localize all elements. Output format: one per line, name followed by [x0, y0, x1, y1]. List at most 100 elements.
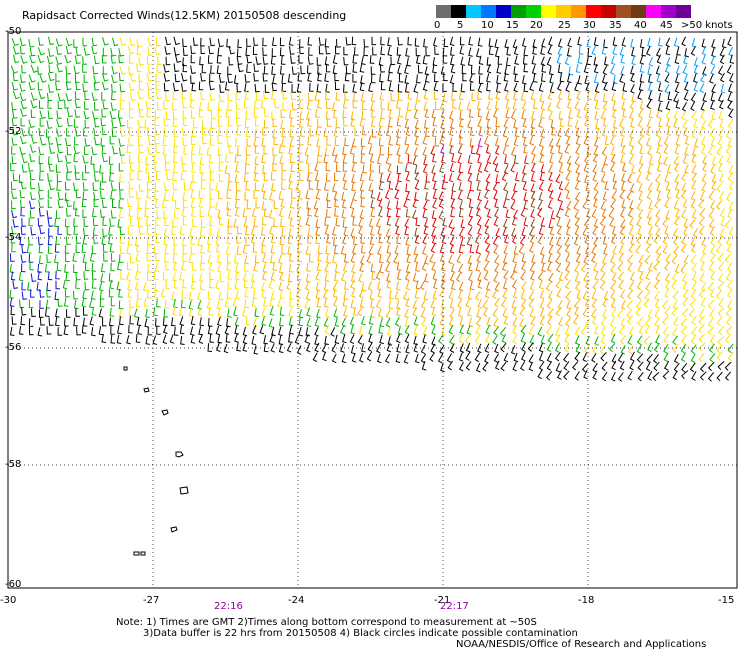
wind-barb: [519, 318, 524, 328]
wind-barb: [135, 252, 141, 262]
wind-barb: [690, 46, 696, 56]
wind-barb: [499, 326, 506, 337]
wind-barb: [386, 234, 391, 245]
wind-barb: [405, 264, 411, 274]
wind-barb: [610, 162, 616, 173]
wind-barb: [485, 324, 490, 335]
wind-barb: [494, 145, 500, 156]
wind-barb: [179, 316, 184, 326]
wind-barb: [657, 102, 663, 112]
wind-barb: [21, 291, 28, 300]
wind-barb: [305, 290, 311, 301]
wind-barb: [251, 208, 257, 218]
wind-barb: [173, 63, 180, 73]
wind-barb: [363, 47, 369, 57]
wind-barb: [636, 201, 642, 211]
wind-barb: [386, 244, 392, 254]
wind-barb: [442, 83, 447, 92]
wind-barb: [380, 46, 385, 56]
wind-barb: [272, 37, 277, 47]
wind-barb: [591, 253, 597, 264]
wind-barb: [710, 235, 716, 246]
wind-barb: [637, 371, 644, 382]
wind-barb: [404, 64, 409, 75]
wind-barb: [636, 290, 644, 300]
wind-barb: [644, 254, 651, 265]
wind-barb: [397, 325, 403, 335]
wind-barb: [654, 199, 661, 209]
wind-barb: [574, 180, 580, 191]
wind-barb: [375, 270, 381, 280]
wind-barb: [662, 315, 669, 326]
wind-barb: [63, 326, 69, 336]
wind-barb: [288, 145, 293, 155]
island: [140, 551, 146, 556]
wind-barb: [148, 174, 153, 183]
wind-barb: [652, 372, 660, 382]
wind-barb: [648, 200, 653, 210]
wind-barb: [656, 73, 662, 83]
wind-barb: [117, 109, 123, 119]
wind-barb: [129, 299, 135, 308]
note-line-2: 3)Data buffer is 22 hrs from 20150508 4)…: [143, 628, 578, 639]
wind-barb: [171, 226, 176, 236]
wind-barb: [26, 244, 32, 254]
wind-barb: [174, 210, 179, 219]
wind-barb: [262, 73, 268, 82]
wind-barb: [523, 217, 529, 227]
wind-barb: [515, 172, 520, 182]
wind-barb: [299, 39, 304, 48]
wind-barb: [432, 117, 438, 127]
wind-barb: [83, 110, 90, 120]
wind-barb: [449, 272, 455, 282]
wind-barb: [583, 369, 588, 380]
wind-barb: [709, 74, 714, 84]
wind-barb: [333, 191, 339, 201]
wind-barb: [164, 162, 171, 172]
wind-barb: [442, 54, 448, 64]
wind-barb: [530, 90, 536, 101]
wind-barb: [505, 57, 511, 67]
wind-barb: [117, 261, 122, 271]
wind-barb: [684, 164, 689, 174]
wind-barb: [504, 39, 510, 49]
wind-barb: [288, 173, 294, 183]
wind-barb: [252, 317, 258, 328]
wind-barb: [663, 344, 669, 354]
wind-barb: [341, 317, 347, 327]
wind-barb: [146, 289, 152, 299]
wind-barb: [93, 102, 99, 111]
wind-barb: [688, 308, 695, 318]
wind-barb: [599, 216, 606, 227]
wind-barb: [522, 55, 528, 65]
wind-barb: [420, 353, 427, 364]
wind-barb: [540, 217, 546, 227]
wind-barb: [242, 334, 248, 345]
wind-barb: [483, 162, 489, 173]
wind-barb: [47, 271, 53, 281]
wind-barb: [451, 182, 457, 193]
wind-barb: [657, 82, 663, 92]
wind-barb: [700, 101, 706, 112]
wind-barb: [163, 100, 168, 110]
wind-barb: [28, 163, 34, 172]
lat-lon-grid: [8, 32, 737, 588]
legend-tick-label: 45: [660, 20, 673, 31]
wind-barb: [288, 36, 294, 46]
wind-barb: [173, 245, 178, 255]
wind-barb: [281, 83, 287, 92]
wind-barb: [656, 54, 662, 65]
wind-barb: [593, 137, 599, 148]
wind-barb: [361, 101, 367, 111]
legend-swatch: [571, 5, 586, 18]
wind-barb: [485, 173, 491, 184]
wind-barb: [591, 290, 597, 301]
wind-barb: [165, 56, 171, 66]
wind-barb: [559, 200, 564, 211]
wind-barb: [147, 236, 152, 246]
wind-barb: [725, 129, 732, 139]
wind-barb: [100, 190, 106, 200]
wind-barb: [331, 147, 337, 157]
wind-barb: [620, 66, 625, 76]
wind-barb: [75, 81, 81, 91]
